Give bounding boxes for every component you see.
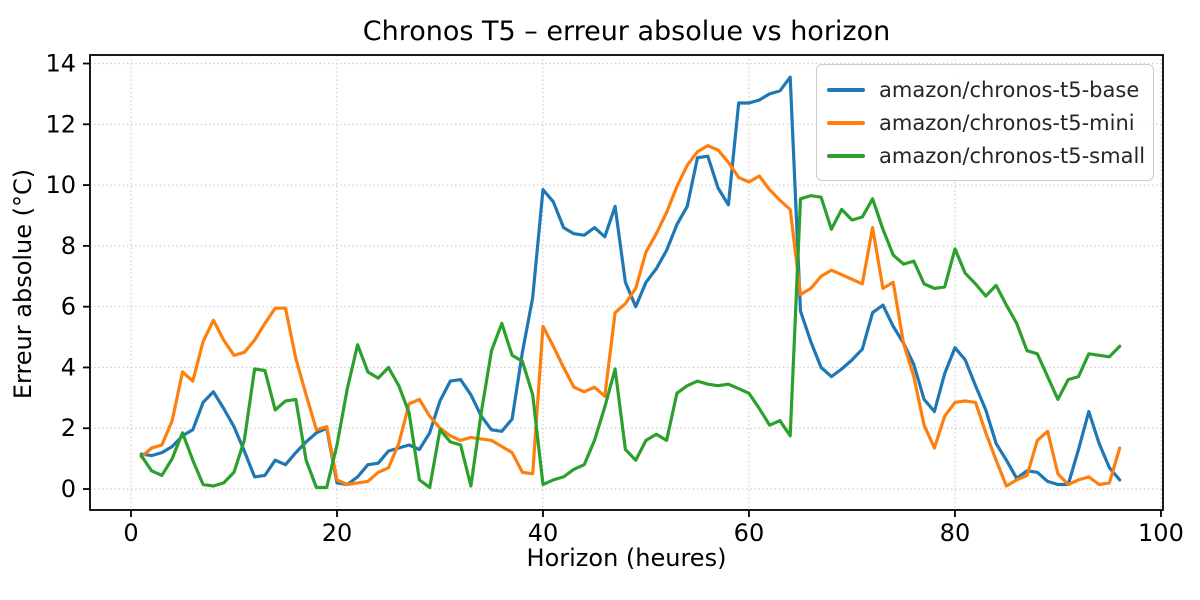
series-line-3 xyxy=(139,194,1122,490)
x-tick-label: 100 xyxy=(1138,519,1184,547)
x-tick-label: 40 xyxy=(528,519,559,547)
y-tick-label: 8 xyxy=(61,232,76,260)
legend-item: amazon/chronos-t5-base xyxy=(827,73,1141,106)
x-tick-label: 80 xyxy=(940,519,971,547)
x-tick-label: 20 xyxy=(322,519,353,547)
y-tick-label: 0 xyxy=(61,475,76,503)
x-tick-label: 60 xyxy=(734,519,765,547)
y-axis-label: Erreur absolue (°C) xyxy=(9,168,37,400)
legend-item: amazon/chronos-t5-mini xyxy=(827,106,1141,139)
plot-border xyxy=(89,54,1164,511)
y-tick-label: 10 xyxy=(45,171,76,199)
series-line-2 xyxy=(139,144,1122,488)
y-tick-label: 6 xyxy=(61,293,76,321)
y-tick-label: 14 xyxy=(45,50,76,78)
legend-label: amazon/chronos-t5-small xyxy=(879,143,1146,168)
x-tick-label: 0 xyxy=(123,519,138,547)
chart-title: Chronos T5 – erreur absolue vs horizon xyxy=(362,16,891,47)
legend: amazon/chronos-t5-base amazon/chronos-t5-… xyxy=(816,64,1154,181)
y-tick-label: 4 xyxy=(61,353,76,381)
legend-item: amazon/chronos-t5-small xyxy=(827,139,1145,172)
legend-line-icon xyxy=(827,87,865,92)
legend-label: amazon/chronos-t5-base xyxy=(879,77,1140,102)
legend-line-icon xyxy=(827,120,865,125)
y-tick-label: 12 xyxy=(45,110,76,138)
x-axis-label: Horizon (heures) xyxy=(526,544,727,572)
legend-line-icon xyxy=(827,153,865,158)
legend-label: amazon/chronos-t5-mini xyxy=(879,110,1135,135)
y-tick-label: 2 xyxy=(61,414,76,442)
